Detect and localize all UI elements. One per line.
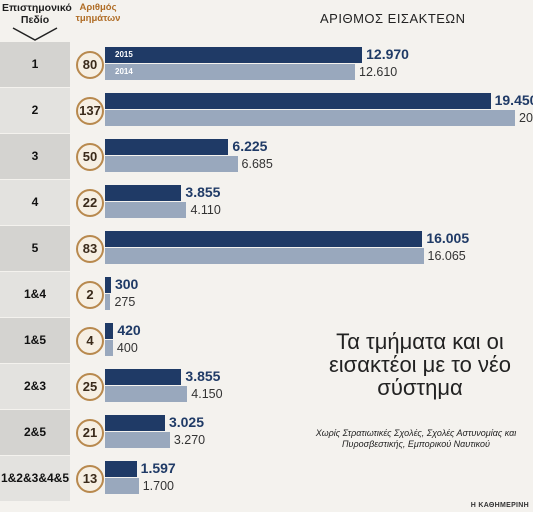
bar-2015 xyxy=(105,369,182,385)
department-count: 50 xyxy=(76,143,104,171)
value-label-2014: 16.065 xyxy=(427,249,466,263)
value-label-2014: 6.685 xyxy=(241,157,273,171)
department-count: 80 xyxy=(76,51,104,79)
bar-2014 xyxy=(105,478,139,494)
value-label-2014: 3.270 xyxy=(173,433,206,447)
bar-2014 xyxy=(105,156,238,172)
value-label-2014: 275 xyxy=(114,295,136,309)
field-label: 5 xyxy=(31,241,39,255)
field-row-background xyxy=(0,42,70,88)
value-label-2014: 400 xyxy=(116,341,138,355)
value-label-2015: 420 xyxy=(117,322,141,338)
field-label: 2 xyxy=(31,103,39,117)
department-count-header: Αριθμός τμημάτων xyxy=(75,2,121,24)
department-count: 21 xyxy=(76,419,104,447)
bar-2015 xyxy=(105,323,114,339)
value-label-2015: 16.005 xyxy=(426,230,470,246)
axis-title: ΑΡΙΘΜΟΣ ΕΙΣΑΚΤΕΩΝ xyxy=(320,11,466,26)
bar-2015 xyxy=(105,461,137,477)
bar-2015 xyxy=(105,231,423,247)
field-label: 1&5 xyxy=(23,333,46,347)
value-label-2015: 19.450 xyxy=(494,92,533,108)
field-row-background xyxy=(0,456,70,502)
field-row-background xyxy=(0,318,70,364)
bar-2015 xyxy=(105,415,165,431)
field-label: 4 xyxy=(31,195,39,209)
department-count: 2 xyxy=(76,281,104,309)
field-row-background xyxy=(0,364,70,410)
source-credit: Η ΚΑΘΗΜΕΡΙΝΗ xyxy=(470,502,529,509)
value-label-2014: 12.610 xyxy=(359,65,398,79)
value-label-2014: 1.700 xyxy=(142,479,174,493)
field-row-background xyxy=(0,410,70,456)
field-row-background xyxy=(0,272,70,318)
note-title: Τα τμήματα και οι εισακτέοι με το νέο σύ… xyxy=(328,329,512,400)
bar-2014 xyxy=(105,294,111,310)
value-label-2015: 3.855 xyxy=(185,368,221,384)
bar-2014 xyxy=(105,386,188,402)
bar-2014 xyxy=(105,64,355,80)
value-label-2015: 6.225 xyxy=(232,138,268,154)
bar-2014 xyxy=(105,202,187,218)
value-label-2015: 3.855 xyxy=(185,184,221,200)
bar-2014 xyxy=(105,110,515,126)
field-row-background xyxy=(0,226,70,272)
department-count: 83 xyxy=(76,235,104,263)
value-label-2015: 3.025 xyxy=(168,414,205,430)
bar-2015 xyxy=(105,185,182,201)
bar-2015 xyxy=(105,47,363,63)
bar-2014 xyxy=(105,432,170,448)
department-count: 13 xyxy=(76,465,104,493)
field-row-background xyxy=(0,180,70,226)
field-label: 3 xyxy=(31,149,39,163)
value-label-2015: 12.970 xyxy=(366,46,409,62)
value-label-2015: 300 xyxy=(114,276,139,292)
chevron-down-icon xyxy=(12,27,58,41)
bar-2015 xyxy=(105,277,111,293)
bar-2014 xyxy=(105,340,113,356)
bar-2015 xyxy=(105,139,229,155)
value-label-2015: 1.597 xyxy=(140,460,176,476)
note-subtitle: Χωρίς Στρατιωτικές Σχολές, Σχολές Αστυνο… xyxy=(315,428,517,449)
department-count: 4 xyxy=(76,327,104,355)
field-row-background xyxy=(0,88,70,134)
bar-2014 xyxy=(105,248,424,264)
legend-2014: 2014 xyxy=(115,67,133,76)
value-label-2014: 4.110 xyxy=(190,203,221,217)
department-count: 137 xyxy=(76,97,104,125)
bar-2015 xyxy=(105,93,491,109)
field-column-header: Επιστημονικό Πεδίο xyxy=(2,2,72,26)
field-label: 1 xyxy=(31,57,39,71)
department-count: 22 xyxy=(76,189,104,217)
field-label: 2&3 xyxy=(23,379,46,393)
field-row-background xyxy=(0,134,70,180)
legend-2015: 2015 xyxy=(115,50,133,59)
field-label: 2&5 xyxy=(23,425,46,439)
department-count: 25 xyxy=(76,373,104,401)
field-label: 1&2&3&4&5 xyxy=(0,471,70,485)
field-label: 1&4 xyxy=(23,287,46,301)
value-label-2014: 4.150 xyxy=(191,387,223,401)
value-label-2014: 20.680 xyxy=(519,111,533,125)
